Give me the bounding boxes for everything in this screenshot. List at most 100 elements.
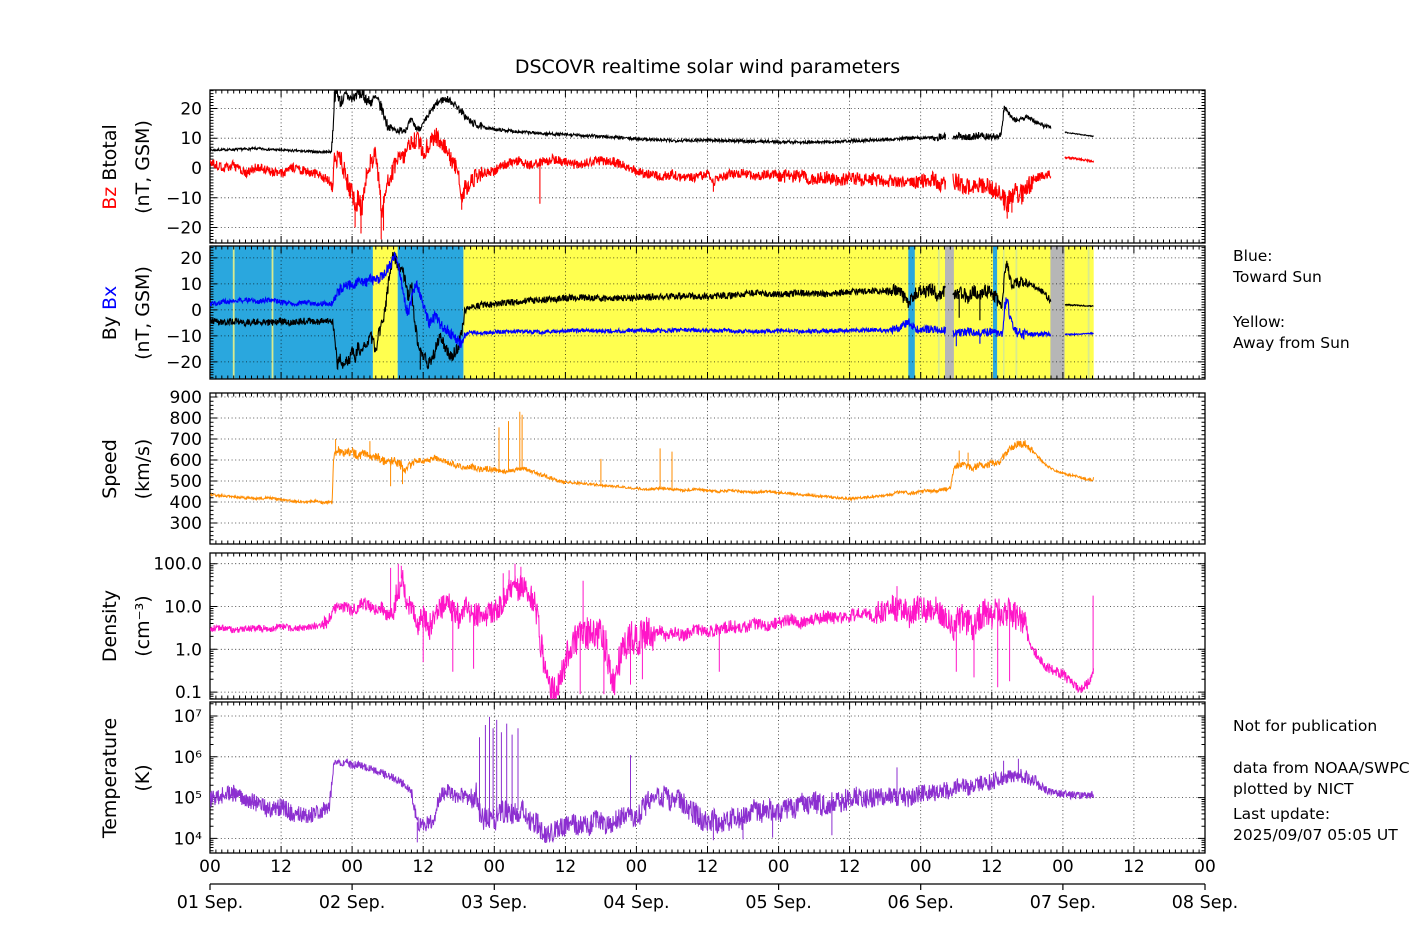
bg-region-green <box>271 246 274 379</box>
axis-label-part: By <box>99 309 121 340</box>
horizontal-gridlines <box>210 257 1205 363</box>
y-tick-label: 100.0 <box>153 555 202 575</box>
series-by <box>210 251 1094 371</box>
panel-by-bx: 20 10 0 −10 −20 <box>166 245 1206 380</box>
vertical-gridlines <box>280 393 1135 544</box>
hour-tick-label: 00 <box>626 857 648 877</box>
panel-temperature: 10⁷ 10⁶ 10⁵ 10⁴ <box>174 701 1206 854</box>
hour-tick-label: 12 <box>839 857 861 877</box>
bg-region-yellow <box>463 246 1094 379</box>
y-axis-label-btotal-bz: Bz Btotal (nT, GSM) <box>94 120 160 214</box>
last-update-value: 2025/09/07 05:05 UT <box>1233 826 1398 844</box>
y-tick-label: 500 <box>170 472 202 492</box>
axis-ticks <box>210 246 1205 379</box>
axis-label-part: Temperature <box>99 717 121 838</box>
axis-unit-label: (nT, GSM) <box>132 265 154 360</box>
y-tick-label: −20 <box>166 353 202 373</box>
bg-region-cyan <box>908 246 915 379</box>
bg-region-cyan <box>210 246 373 379</box>
y-tick-label: 10 <box>180 129 202 149</box>
panel-frame <box>209 392 1206 545</box>
horizontal-gridlines <box>210 396 1205 524</box>
panel-frame <box>209 701 1206 854</box>
bg-region-cyan <box>993 246 998 379</box>
legend-yellow: Yellow: Away from Sun <box>1233 312 1350 354</box>
legend-blue-line1: Blue: <box>1233 247 1273 265</box>
date-tick-label: 06 Sep. <box>888 893 954 913</box>
date-tick-label: 07 Sep. <box>1030 893 1096 913</box>
hour-tick-label: 00 <box>341 857 363 877</box>
series-density <box>210 563 1094 699</box>
y-tick-label: 0 <box>191 159 202 179</box>
y-tick-label: 10⁵ <box>174 789 202 809</box>
date-tick-label: 05 Sep. <box>745 893 811 913</box>
y-axis-label-temperature: Temperature (K) <box>94 717 160 837</box>
hour-tick-label: 12 <box>412 857 434 877</box>
date-tick-label: 08 Sep. <box>1172 893 1238 913</box>
y-axis-label-density: Density (cm⁻³) <box>94 590 160 662</box>
legend-yellow-line2: Away from Sun <box>1233 334 1350 352</box>
axis-label-part: Btotal <box>99 123 121 181</box>
date-axis <box>209 883 1206 890</box>
bg-region-green <box>1087 246 1090 379</box>
bg-region-green <box>232 246 235 379</box>
legend-yellow-line1: Yellow: <box>1233 313 1286 331</box>
legend-blue-line2: Toward Sun <box>1233 268 1322 286</box>
y-tick-label: 10⁶ <box>174 748 203 768</box>
hour-tick-label: 00 <box>1194 857 1216 877</box>
hour-tick-label: 12 <box>697 857 719 877</box>
bg-region-green <box>1015 246 1018 379</box>
data-credit-line1: data from NOAA/SWPC <box>1233 759 1410 777</box>
panel-frame <box>209 552 1206 700</box>
date-tick-label: 03 Sep. <box>461 893 527 913</box>
bg-region-yellow <box>372 246 398 379</box>
last-update-label: Last update: <box>1233 805 1331 823</box>
y-tick-label: 900 <box>170 388 202 408</box>
hour-tick-label: 00 <box>1052 857 1074 877</box>
axis-label-part: Bz <box>99 180 121 210</box>
y-tick-label: −10 <box>166 189 202 209</box>
y-tick-label: 400 <box>170 493 202 513</box>
series-bx <box>210 252 1094 349</box>
axis-unit-label: (km/s) <box>132 438 154 499</box>
panel-frame <box>209 89 1206 244</box>
hour-tick-label: 12 <box>1123 857 1145 877</box>
legend-blue: Blue: Toward Sun <box>1233 246 1322 288</box>
bg-region-gray <box>945 246 954 379</box>
hour-tick-label: 00 <box>910 857 932 877</box>
y-tick-label: 10⁷ <box>174 707 203 727</box>
date-tick-label: 02 Sep. <box>319 893 385 913</box>
y-tick-label: 1.0 <box>175 640 202 660</box>
hour-tick-label: 00 <box>768 857 790 877</box>
y-tick-label: 20 <box>180 249 202 269</box>
axis-label-part: Speed <box>99 438 121 499</box>
axis-unit-label: (K) <box>132 763 154 792</box>
bg-region-green <box>1003 246 1005 379</box>
y-tick-label: −20 <box>166 219 202 239</box>
series-btotal <box>210 90 1094 155</box>
y-tick-label: 600 <box>170 451 202 471</box>
panel-frame <box>209 245 1206 380</box>
axis-unit-label: (nT, GSM) <box>132 119 154 214</box>
y-tick-label: −10 <box>166 327 202 347</box>
y-tick-label: 700 <box>170 430 202 450</box>
y-tick-label: 10⁴ <box>174 829 203 849</box>
data-credit: data from NOAA/SWPC plotted by NICT <box>1233 758 1410 800</box>
hour-tick-label: 00 <box>483 857 505 877</box>
date-tick-label: 04 Sep. <box>603 893 669 913</box>
date-tick-label: 01 Sep. <box>177 893 243 913</box>
chart-title: DSCOVR realtime solar wind parameters <box>514 56 901 78</box>
axis-label-part: Bx <box>99 285 121 310</box>
panel-density: 100.0 10.0 1.0 0.1 <box>153 552 1206 703</box>
series-bz <box>210 127 1095 240</box>
y-tick-label: 0.1 <box>175 683 202 703</box>
axis-ticks <box>210 702 1205 853</box>
hour-tick-label: 12 <box>981 857 1003 877</box>
horizontal-gridlines <box>210 715 1205 839</box>
y-tick-label: 800 <box>170 409 202 429</box>
hour-tick-label: 12 <box>270 857 292 877</box>
y-tick-label: 20 <box>180 100 202 120</box>
